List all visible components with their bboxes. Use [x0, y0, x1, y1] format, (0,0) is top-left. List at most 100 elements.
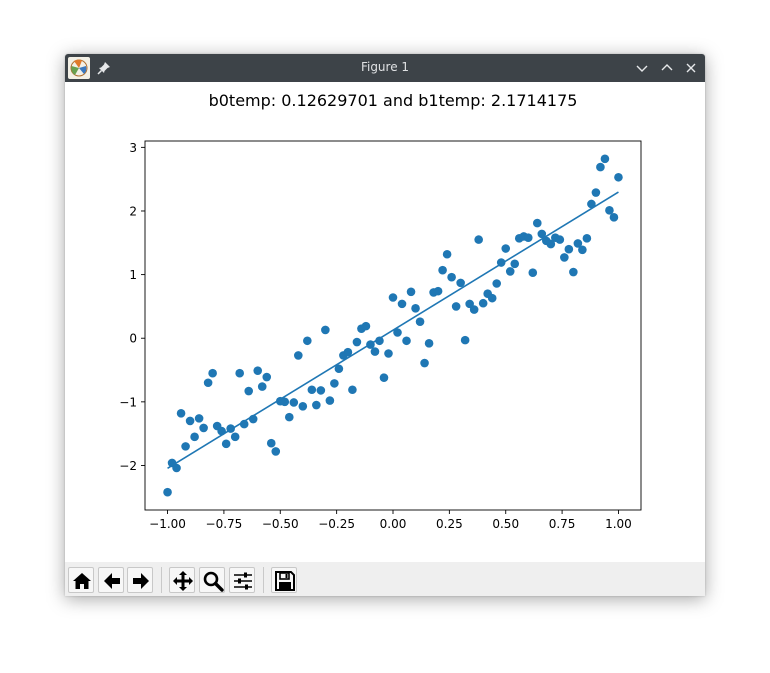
scatter-point	[257, 382, 267, 391]
scatter-point	[546, 239, 556, 249]
forward-button[interactable]	[127, 567, 153, 593]
scatter-point	[307, 385, 317, 395]
y-tick-label: −2	[119, 459, 137, 473]
scatter-point	[600, 154, 610, 164]
x-tick-label: −0.25	[318, 517, 355, 531]
scatter-point	[294, 351, 303, 360]
scatter-point	[163, 487, 172, 497]
scatter-point	[235, 368, 244, 378]
scatter-point	[411, 304, 420, 313]
y-tick-label: 2	[129, 204, 137, 218]
scatter-point	[438, 265, 447, 275]
close-button[interactable]	[683, 60, 699, 76]
home-icon	[73, 573, 91, 589]
scatter-point	[330, 379, 339, 388]
scatter-point	[280, 397, 290, 407]
x-tick-label: −1.00	[149, 517, 186, 531]
scatter-point	[343, 347, 353, 357]
y-tick-label: 1	[129, 268, 137, 282]
scatter-point	[469, 305, 479, 314]
plot-area	[163, 154, 623, 497]
zoom-icon	[203, 571, 224, 592]
scatter-point	[230, 432, 240, 442]
x-tick-label: 0.25	[436, 517, 463, 531]
scatter-point	[194, 414, 204, 423]
scatter-point	[560, 253, 569, 262]
close-icon	[686, 63, 696, 73]
back-button[interactable]	[98, 567, 124, 593]
x-tick-label: −0.50	[262, 517, 299, 531]
scatter-point	[537, 229, 547, 239]
save-button[interactable]	[271, 567, 297, 593]
maximize-button[interactable]	[659, 60, 675, 76]
back-arrow-icon	[104, 573, 120, 589]
scatter-point	[474, 235, 483, 244]
scatter-point	[564, 244, 574, 254]
scatter-point	[379, 373, 389, 382]
scatter-point	[587, 199, 596, 209]
scatter-point	[298, 401, 308, 411]
scatter-point	[181, 442, 190, 451]
scatter-point	[253, 366, 263, 375]
scatter-point	[375, 336, 384, 346]
pin-icon[interactable]	[96, 60, 112, 76]
scatter-point	[388, 293, 398, 302]
scatter-point	[176, 408, 186, 418]
title-bar[interactable]: Figure 1	[65, 54, 705, 82]
scatter-point	[199, 423, 208, 433]
toolbar-separator	[161, 567, 162, 593]
scatter-point	[352, 337, 362, 347]
configure-subplots-button[interactable]	[229, 567, 255, 593]
pan-button[interactable]	[169, 567, 195, 593]
scatter-point	[321, 325, 330, 335]
scatter-point	[397, 299, 407, 309]
scatter-point	[325, 396, 335, 405]
scatter-point	[528, 268, 538, 277]
scatter-point	[289, 398, 299, 407]
navigation-toolbar	[65, 562, 705, 596]
y-tick-label: 3	[129, 141, 137, 155]
scatter-point	[415, 317, 425, 326]
scatter-point	[569, 267, 578, 277]
scatter-point	[316, 386, 326, 395]
app-icon	[68, 57, 90, 79]
scatter-point	[424, 339, 434, 348]
scatter-point	[420, 358, 429, 368]
x-tick-label: 0.00	[380, 517, 407, 531]
scatter-point	[456, 278, 465, 288]
scatter-point	[505, 267, 515, 276]
scatter-chart: b0temp: 0.12629701 and b1temp: 2.1714175…	[119, 91, 642, 531]
chevron-down-icon	[636, 65, 648, 72]
scatter-point	[334, 364, 344, 374]
scatter-point	[433, 286, 443, 296]
scatter-point	[384, 349, 393, 358]
x-tick-label: 0.50	[492, 517, 519, 531]
x-tick-label: 0.75	[549, 517, 576, 531]
axes-frame	[144, 140, 642, 511]
scatter-point	[605, 206, 614, 215]
home-button[interactable]	[68, 567, 94, 593]
forward-arrow-icon	[133, 573, 149, 589]
scatter-point	[284, 412, 294, 422]
scatter-point	[406, 287, 416, 297]
toolbar-separator	[263, 567, 264, 593]
chart-title: b0temp: 0.12629701 and b1temp: 2.1714175	[209, 91, 578, 110]
figure-canvas[interactable]: b0temp: 0.12629701 and b1temp: 2.1714175…	[65, 82, 705, 562]
scatter-point	[523, 233, 533, 243]
scatter-point	[614, 172, 623, 182]
scatter-point	[172, 463, 181, 473]
y-tick-label: −1	[119, 395, 137, 409]
scatter-point	[348, 385, 357, 395]
scatter-point	[402, 336, 411, 346]
zoom-button[interactable]	[199, 567, 225, 593]
minimize-button[interactable]	[634, 60, 650, 76]
y-tick-label: 0	[129, 332, 137, 346]
scatter-point	[609, 213, 619, 222]
scatter-point	[573, 239, 583, 248]
scatter-point	[393, 328, 402, 337]
scatter-point	[591, 188, 601, 197]
chevron-up-icon	[661, 64, 673, 71]
scatter-point	[510, 259, 520, 269]
scatter-point	[190, 432, 199, 442]
scatter-point	[266, 438, 276, 448]
